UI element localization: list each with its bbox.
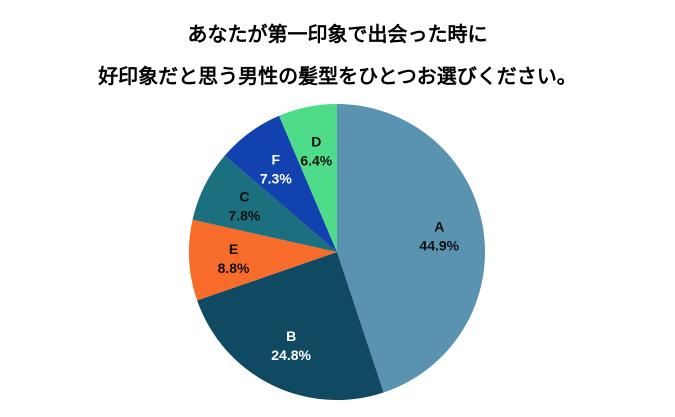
slice-label-d: D	[311, 133, 321, 149]
slice-label-e: E	[229, 241, 238, 257]
slice-label-f: F	[272, 151, 281, 167]
chart-title-line-1: あなたが第一印象で出会った時に	[187, 22, 488, 46]
chart-title-line-2: 好印象だと思う男性の髪型をひとつお選びください。	[98, 64, 577, 88]
pie-slice-e	[189, 219, 337, 301]
pie-slice-a	[337, 104, 485, 393]
slice-label-b: B	[286, 328, 296, 344]
slice-label-c: C	[239, 189, 249, 205]
slice-value-b: 24.8%	[271, 347, 311, 363]
pie-slice-f	[224, 115, 337, 252]
slice-label-a: A	[434, 218, 444, 234]
pie-slice-d	[279, 104, 337, 252]
pie-slice-c	[192, 155, 337, 252]
slice-value-d: 6.4%	[300, 152, 332, 168]
slice-value-c: 7.8%	[228, 208, 260, 224]
slice-value-f: 7.3%	[260, 170, 292, 186]
slice-value-e: 8.8%	[218, 260, 250, 276]
slice-value-a: 44.9%	[419, 237, 459, 253]
pie-slice-b	[197, 252, 384, 400]
